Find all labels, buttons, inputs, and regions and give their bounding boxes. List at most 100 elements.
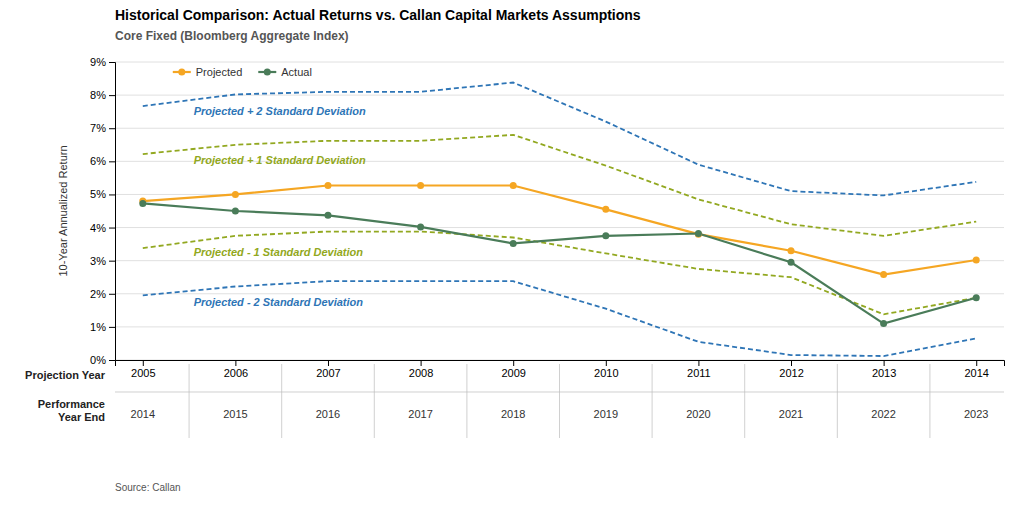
grid-line [115, 260, 1004, 261]
y-tick-label: 5% [90, 188, 106, 200]
x-tick-label: 2009 [501, 367, 525, 379]
legend-marker [264, 69, 271, 76]
x2-tick-label: 2020 [686, 408, 710, 420]
y-tick: 1% [90, 321, 115, 333]
y-tick-label: 8% [90, 89, 106, 101]
x2-tick-label: 2019 [594, 408, 618, 420]
column-separator [374, 364, 375, 438]
y-tick-label: 2% [90, 288, 106, 300]
y-axis: 0% 1% 2% 3% 4% 5% 6% 7% 8% 9% [90, 56, 115, 366]
grid [115, 62, 1004, 360]
legend-label: Projected [196, 66, 242, 78]
x2-tick-label: 2022 [871, 408, 895, 420]
band-label: Projected + 2 Standard Deviation [194, 105, 366, 117]
series-point [232, 191, 239, 198]
y-tick-label: 9% [90, 56, 106, 68]
y-tick-mark [109, 261, 115, 262]
y-tick: 7% [90, 122, 115, 134]
x-tick-mark [421, 360, 422, 366]
y-tick: 4% [90, 222, 115, 234]
x-tick-label: 2006 [224, 367, 248, 379]
x-tick-label: 2008 [409, 367, 433, 379]
y-tick-mark [109, 194, 115, 195]
band-label: Projected + 1 Standard Deviation [194, 154, 366, 166]
grid-line [115, 227, 1004, 228]
legend-marker [178, 69, 185, 76]
y-tick-label: 7% [90, 122, 106, 134]
column-separator [281, 364, 282, 438]
x-tick: 2007 [316, 360, 340, 379]
x-tick-label: 2013 [872, 367, 896, 379]
x-tick-mark [235, 360, 236, 366]
x-axis-title: Projection Year [25, 369, 106, 381]
series-line [143, 83, 976, 196]
x2-tick-label: 2014 [131, 408, 155, 420]
y-tick-mark [109, 360, 115, 361]
chart: Historical Comparison: Actual Returns vs… [0, 0, 1024, 505]
x2-tick-label: 2021 [779, 408, 803, 420]
x-tick: 2010 [594, 360, 618, 379]
x-tick-label: 2012 [779, 367, 803, 379]
series-point [324, 212, 331, 219]
series-point [602, 206, 609, 213]
y-tick: 9% [90, 56, 115, 68]
x-tick-label: 2010 [594, 367, 618, 379]
plot-area [139, 83, 979, 356]
row-separator [115, 392, 1004, 393]
y-tick-mark [109, 228, 115, 229]
x-tick-mark [698, 360, 699, 366]
column-separator [189, 364, 190, 438]
x-tick-label: 2014 [964, 367, 988, 379]
y-tick-mark [109, 161, 115, 162]
y-tick-label: 6% [90, 155, 106, 167]
series-point [695, 231, 702, 238]
x-tick: 2005 [131, 360, 155, 379]
x-tick: 2006 [224, 360, 248, 379]
band-labels: Projected + 2 Standard Deviation Projecte… [194, 105, 366, 308]
column-separator [652, 364, 653, 438]
legend-label: Actual [281, 66, 312, 78]
title: Historical Comparison: Actual Returns vs… [115, 7, 641, 23]
series-point [139, 200, 146, 207]
x-tick: 2011 [687, 360, 711, 379]
series-point [602, 232, 609, 239]
series-point [417, 223, 424, 230]
x-tick: 2014 [964, 360, 988, 379]
band-label: Projected - 2 Standard Deviation [194, 296, 364, 308]
y-tick-label: 4% [90, 222, 106, 234]
legend-item: Actual [258, 66, 312, 78]
x-axis-line [116, 361, 1005, 367]
x-tick-mark [791, 360, 792, 366]
column-separator [837, 364, 838, 438]
x2-tick-label: 2015 [223, 408, 247, 420]
column-separator [559, 364, 560, 438]
series-point [324, 182, 331, 189]
x-tick-mark [143, 360, 144, 366]
y-tick: 2% [90, 288, 115, 300]
y-tick-label: 3% [90, 255, 106, 267]
grid-line [115, 326, 1004, 327]
column-separator [744, 364, 745, 438]
y-tick: 5% [90, 188, 115, 200]
x-tick-mark [606, 360, 607, 366]
x-tick-mark [884, 360, 885, 366]
y-tick: 8% [90, 89, 115, 101]
y-tick-label: 0% [90, 354, 106, 366]
series-point [417, 182, 424, 189]
x-tick-label: 2005 [131, 367, 155, 379]
series-point [973, 294, 980, 301]
source: Source: Callan [115, 482, 181, 493]
x-tick: 2008 [409, 360, 433, 379]
legend-item: Projected [173, 66, 242, 78]
series-point [510, 182, 517, 189]
x2-tick-label: 2023 [964, 408, 988, 420]
y-tick-label: 1% [90, 321, 106, 333]
legend: Projected Actual [173, 66, 312, 78]
column-separator [466, 364, 467, 438]
series-line [143, 135, 976, 236]
series-point [695, 230, 702, 237]
x-tick-label: 2007 [316, 367, 340, 379]
y-tick-mark [109, 128, 115, 129]
y-tick-mark [109, 294, 115, 295]
series-point [880, 320, 887, 327]
